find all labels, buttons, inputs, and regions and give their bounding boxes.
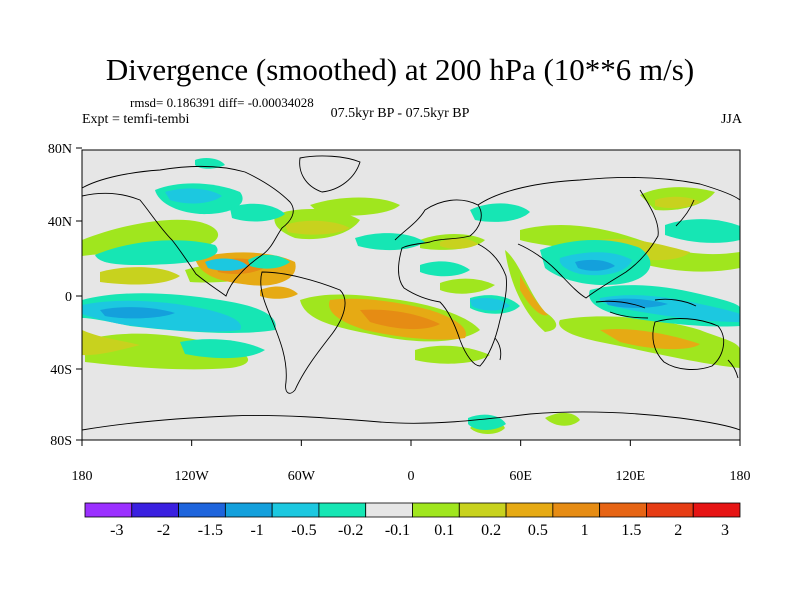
- colorbar-swatch: [505, 502, 554, 518]
- colorbar-label: -0.2: [338, 522, 363, 539]
- colorbar-label: 1.5: [621, 522, 641, 539]
- colorbar: -3 -2 -1.5 -1 -0.5 -0.2 -0.1 0.1 0.2 0.5 1 1.5 2 3: [84, 502, 741, 539]
- colorbar-swatch: [131, 502, 179, 518]
- divergence-field: [82, 157, 740, 434]
- lat-tick-label: 40N: [48, 215, 72, 230]
- colorbar-label: -2: [157, 522, 170, 539]
- colorbar-swatch: [646, 502, 694, 518]
- lon-tick-label: 60W: [288, 469, 316, 484]
- stats-text: rmsd= 0.186391 diff= -0.00034028: [130, 95, 314, 110]
- colorbar-swatch: [412, 502, 460, 518]
- coastlines: [82, 155, 740, 431]
- colorbar-swatch: [365, 502, 413, 518]
- colorbar-swatch: [318, 502, 367, 518]
- period-text: 07.5kyr BP - 07.5kyr BP: [330, 106, 470, 121]
- colorbar-label: -0.5: [291, 522, 316, 539]
- lon-tick-label: 60E: [509, 469, 532, 484]
- lon-tick-label: 180: [72, 469, 93, 484]
- colorbar-label: -3: [110, 522, 123, 539]
- colorbar-swatch: [178, 502, 226, 518]
- lon-tick-label: 120E: [616, 469, 646, 484]
- colorbar-swatch: [84, 502, 133, 518]
- lat-tick-label: 0: [65, 290, 72, 305]
- colorbar-swatch: [692, 502, 741, 518]
- lat-tick-label: 40S: [50, 363, 72, 378]
- lon-tick-label: 0: [408, 469, 415, 484]
- season-text: JJA: [720, 112, 742, 127]
- map-title: Divergence (smoothed) at 200 hPa (10**6 …: [105, 52, 695, 87]
- colorbar-label: 1: [581, 522, 589, 539]
- lon-tick-label: 120W: [175, 469, 210, 484]
- lat-axis: 80N 40N 0 40S 80S: [48, 142, 82, 449]
- colorbar-label: -1.5: [198, 522, 223, 539]
- colorbar-label: 0.5: [528, 522, 548, 539]
- colorbar-label: 2: [674, 522, 682, 539]
- lat-tick-label: 80S: [50, 434, 72, 449]
- colorbar-label: 3: [721, 522, 729, 539]
- colorbar-swatch: [552, 502, 601, 518]
- colorbar-label: 0.1: [434, 522, 454, 539]
- colorbar-label: -0.1: [385, 522, 410, 539]
- colorbar-label: -1: [250, 522, 263, 539]
- lon-axis: 180 120W 60W 0 60E 120E 180: [72, 440, 751, 484]
- lon-tick-label: 180: [730, 469, 751, 484]
- colorbar-swatch: [458, 502, 507, 518]
- colorbar-label: 0.2: [481, 522, 501, 539]
- colorbar-swatch: [224, 502, 273, 518]
- experiment-text: Expt = temfi-tembi: [82, 112, 190, 127]
- lat-tick-label: 80N: [48, 142, 72, 157]
- colorbar-swatch: [599, 502, 647, 518]
- colorbar-swatch: [271, 502, 320, 518]
